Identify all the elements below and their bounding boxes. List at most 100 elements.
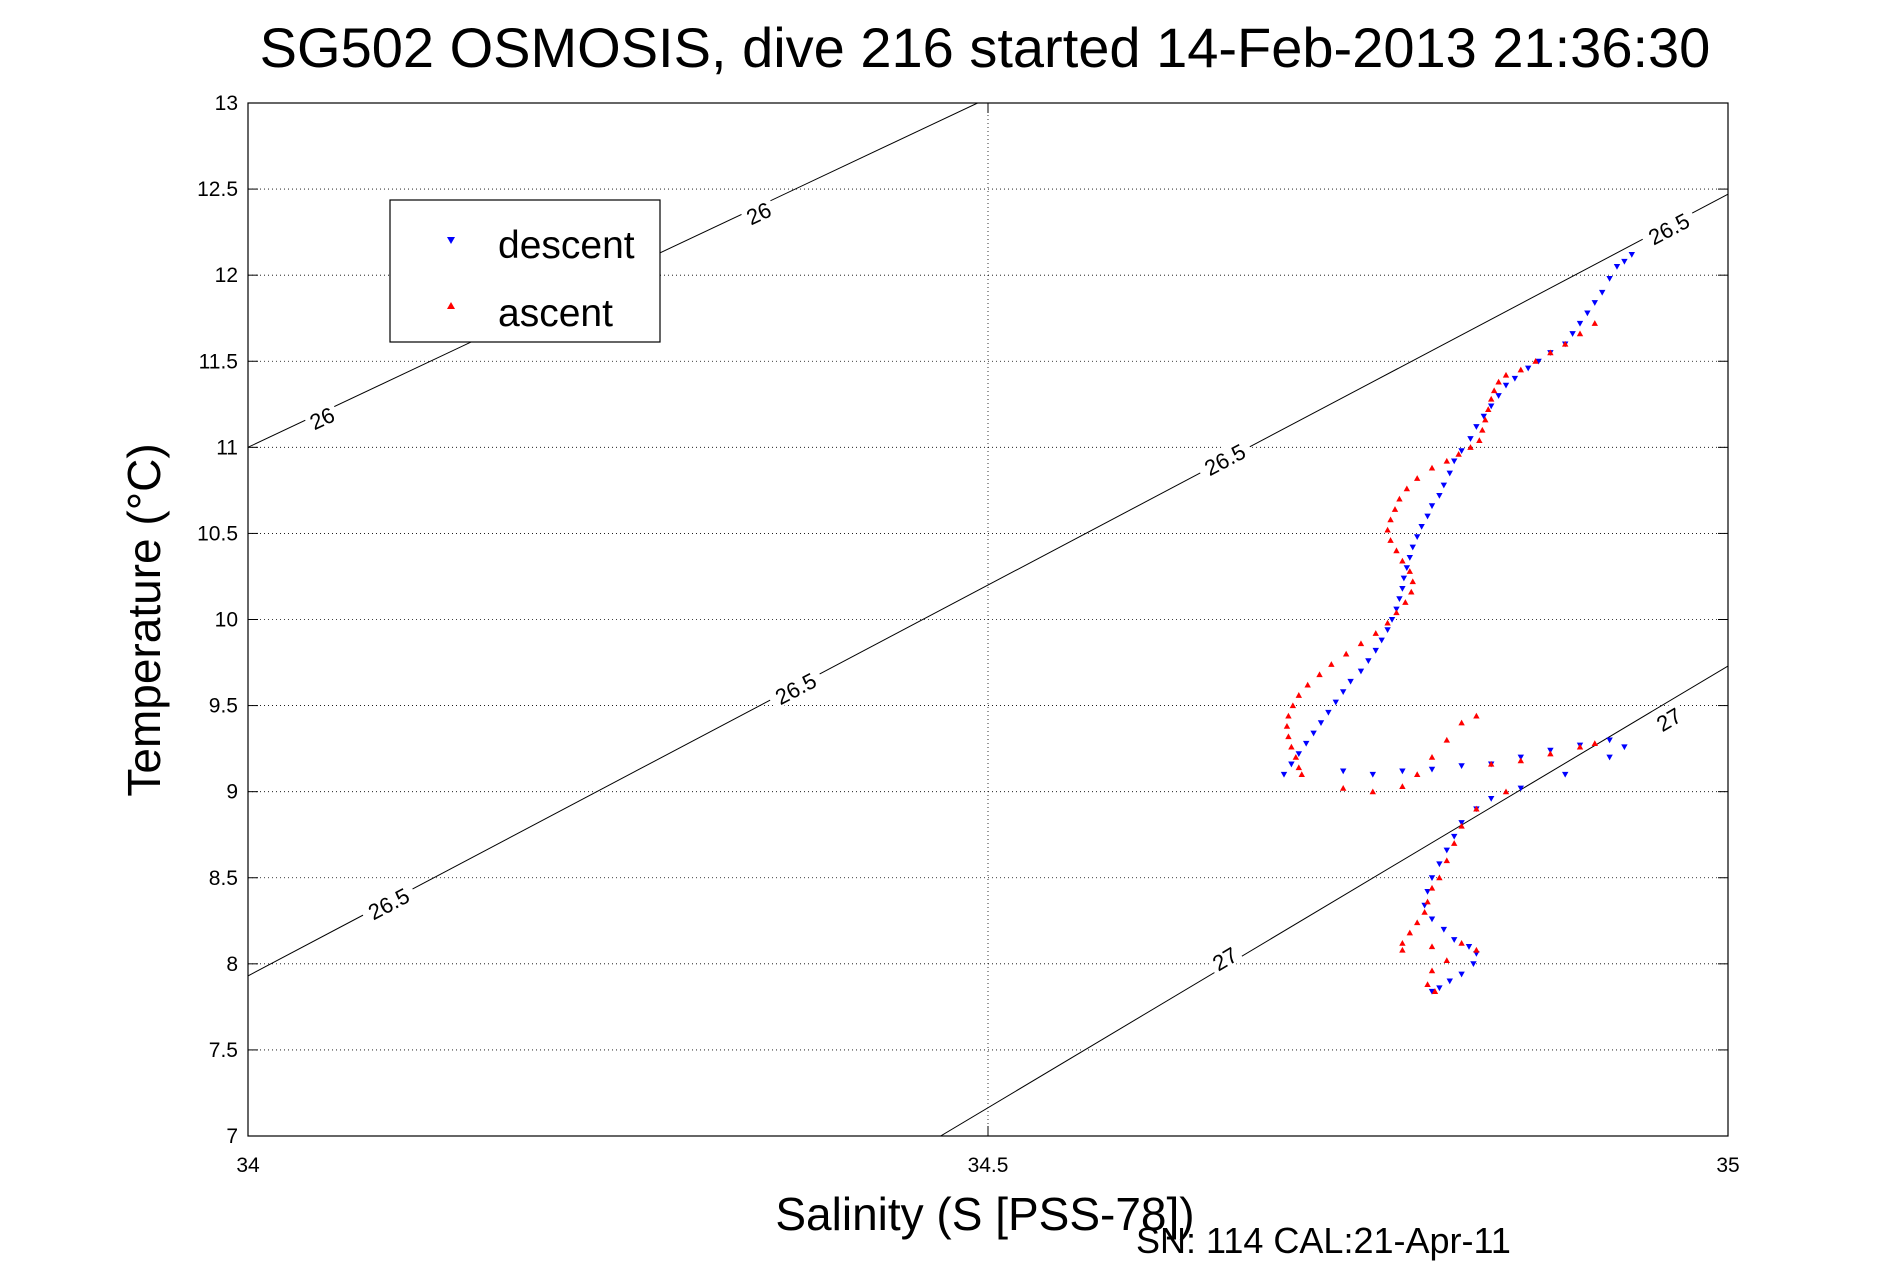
ascent-point xyxy=(1547,750,1554,757)
ascent-point xyxy=(1406,568,1413,574)
ascent-point xyxy=(1288,743,1295,750)
chart-title: SG502 OSMOSIS, dive 216 started 14-Feb-2… xyxy=(260,16,1711,79)
descent-point xyxy=(1436,985,1443,992)
descent-point xyxy=(1388,616,1396,623)
descent-point xyxy=(1440,482,1448,489)
descent-point xyxy=(1562,771,1569,778)
series-ascent xyxy=(1283,320,1598,994)
descent-point xyxy=(1369,771,1376,778)
axis-ticks: 34 34.5 35 7 7.5 8 8.5 9 9.5 10 10.5 11 11.5 12 12.5 13 xyxy=(197,92,1740,1177)
ascent-point xyxy=(1517,757,1524,764)
y-tick-label: 8.5 xyxy=(209,867,238,890)
ascent-point xyxy=(1295,764,1302,771)
descent-point xyxy=(1458,971,1465,978)
ascent-point xyxy=(1495,378,1502,385)
ascent-point xyxy=(1393,547,1400,554)
descent-point xyxy=(1502,382,1510,389)
ascent-point xyxy=(1473,712,1480,719)
ascent-point xyxy=(1399,557,1406,564)
descent-point xyxy=(1613,263,1621,270)
y-tick-label: 10.5 xyxy=(197,522,238,545)
ascent-point xyxy=(1591,740,1598,747)
y-axis-label: Temperature (°C) xyxy=(118,443,170,796)
ascent-point xyxy=(1285,712,1292,719)
ascent-point xyxy=(1479,426,1486,433)
ascent-point xyxy=(1295,692,1302,698)
y-tick-label: 11 xyxy=(216,436,238,459)
y-tick-label: 7.5 xyxy=(209,1039,238,1062)
descent-point xyxy=(1372,647,1379,654)
ascent-point xyxy=(1372,630,1379,636)
ascent-point xyxy=(1424,898,1431,905)
descent-point xyxy=(1418,523,1425,530)
descent-point xyxy=(1317,720,1325,726)
ascent-point xyxy=(1458,939,1465,946)
ascent-point xyxy=(1399,783,1406,790)
ascent-point xyxy=(1342,650,1350,657)
descent-point xyxy=(1357,668,1365,675)
descent-point xyxy=(1280,771,1288,778)
y-tick-label: 12.5 xyxy=(197,178,238,201)
ascent-point xyxy=(1298,771,1305,778)
y-tick-label: 13 xyxy=(215,92,238,115)
descent-point xyxy=(1480,413,1487,420)
descent-point xyxy=(1511,375,1519,382)
descent-point xyxy=(1340,689,1347,696)
contour-label-bg xyxy=(1204,940,1244,976)
ascent-point xyxy=(1316,671,1323,678)
contour-label-bg xyxy=(765,664,826,711)
descent-point xyxy=(1399,585,1406,592)
ascent-point xyxy=(1451,840,1458,846)
descent-point xyxy=(1495,393,1502,399)
ascent-point xyxy=(1532,358,1539,364)
descent-point xyxy=(1517,785,1524,792)
x-tick-label: 34 xyxy=(236,1154,260,1177)
descent-point xyxy=(1591,300,1598,306)
descent-point xyxy=(1340,768,1347,775)
descent-point xyxy=(1621,258,1628,265)
ascent-point xyxy=(1369,788,1376,795)
ascent-point xyxy=(1399,946,1406,953)
descent-point xyxy=(1310,730,1317,737)
descent-point xyxy=(1473,424,1480,430)
contour-label-bg xyxy=(1648,700,1688,737)
ascent-point xyxy=(1517,366,1524,373)
ascent-point xyxy=(1399,939,1406,946)
descent-point xyxy=(1451,833,1458,840)
descent-point xyxy=(1576,320,1584,327)
descent-point xyxy=(1288,761,1295,768)
descent-point xyxy=(1347,678,1354,685)
descent-point xyxy=(1535,358,1542,365)
ascent-point xyxy=(1403,485,1411,492)
ascent-point xyxy=(1458,719,1465,726)
ascent-point xyxy=(1488,760,1495,767)
ascent-point xyxy=(1576,330,1584,337)
ascent-point xyxy=(1393,609,1400,616)
descent-point xyxy=(1628,251,1635,258)
contour-label-bg xyxy=(302,400,341,434)
descent-point xyxy=(1621,744,1628,751)
ascent-point xyxy=(1436,874,1443,881)
ascent-point xyxy=(1428,884,1436,891)
descent-point xyxy=(1409,544,1416,551)
ascent-point xyxy=(1406,929,1413,936)
serial-calibration-footer: SN: 114 CAL:21-Apr-11 xyxy=(1136,1220,1511,1261)
ascent-point xyxy=(1408,588,1415,595)
legend-descent-label: descent xyxy=(498,224,635,267)
legend-ascent-marker xyxy=(447,302,455,309)
descent-point xyxy=(1428,988,1436,995)
descent-point xyxy=(1467,436,1474,442)
ascent-point xyxy=(1502,371,1510,378)
x-tick-label: 35 xyxy=(1716,1154,1739,1177)
ascent-point xyxy=(1289,702,1297,709)
ascent-point xyxy=(1391,506,1399,512)
descent-point xyxy=(1436,492,1443,499)
legend-ascent-label: ascent xyxy=(498,292,613,335)
descent-point xyxy=(1458,763,1465,770)
ascent-point xyxy=(1482,416,1489,423)
ascent-point xyxy=(1467,444,1474,450)
descent-point xyxy=(1446,978,1453,985)
descent-point xyxy=(1584,310,1591,317)
descent-point xyxy=(1428,916,1436,923)
ascent-point xyxy=(1414,771,1421,778)
